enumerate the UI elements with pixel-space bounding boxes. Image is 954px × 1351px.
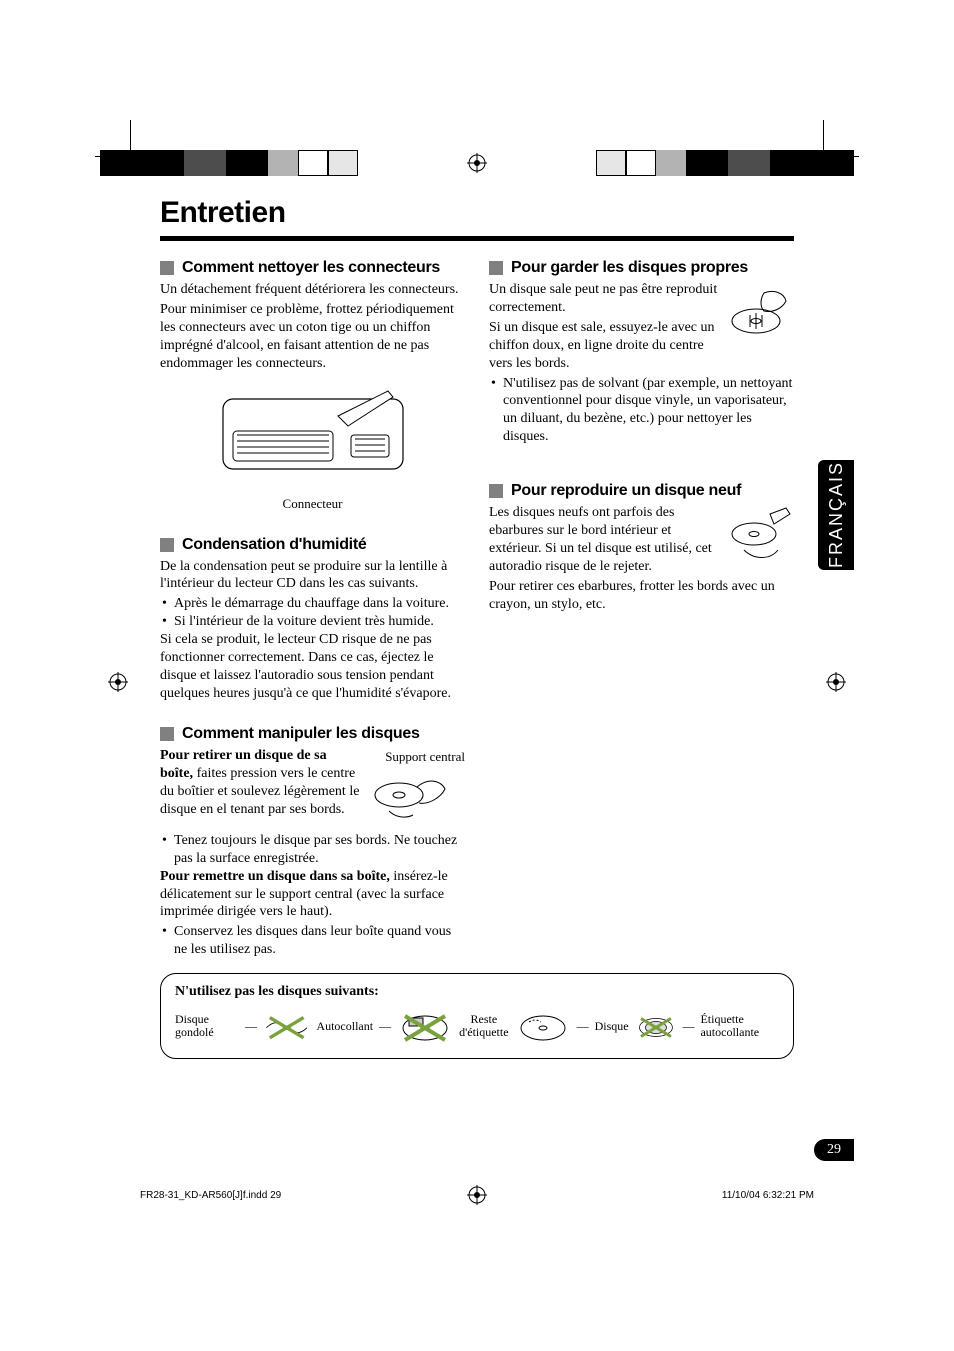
heading-new-disc: Pour reproduire un disque neuf — [511, 482, 741, 500]
wipe-disc-icon — [724, 283, 794, 343]
section-bullet-icon — [160, 261, 174, 275]
section-heading: Pour reproduire un disque neuf — [489, 482, 794, 500]
warn-item-sticker: Autocollant — — [316, 1008, 453, 1044]
list-item: Si l'intérieur de la voiture devient trè… — [160, 613, 465, 631]
warning-row: Disque gondolé — Autocollant — — [175, 1008, 779, 1044]
section-heading: Condensation d'humidité — [160, 536, 465, 554]
section-heading: Pour garder les disques propres — [489, 259, 794, 277]
printer-bar-left — [100, 150, 358, 176]
list-item: Après le démarrage du chauffage dans la … — [160, 595, 465, 613]
page-number-badge: 29 — [814, 1139, 854, 1161]
content-area: Entretien Comment nettoyer les connecteu… — [100, 196, 854, 1059]
figure-caption: Connecteur — [160, 496, 465, 512]
body-text: Pour remettre un disque dans sa boîte, i… — [160, 868, 465, 922]
body-text: Si cela se produit, le lecteur CD risque… — [160, 631, 465, 703]
connector-illustration-icon — [203, 381, 423, 491]
warped-disc-icon — [263, 1008, 310, 1044]
list-item: N'utilisez pas de solvant (par exemple, … — [489, 375, 794, 447]
registration-mark-icon — [467, 153, 487, 173]
wipe-disc-figure — [724, 283, 794, 348]
warn-label: Autocollant — [316, 1020, 373, 1033]
warn-label: Rested'étiquette — [459, 1013, 508, 1039]
warning-title: N'utilisez pas les disques suivants: — [175, 984, 779, 1000]
language-tab: FRANÇAIS — [818, 460, 854, 570]
registration-mark-icon — [108, 672, 128, 692]
body-text: Pour minimiser ce problème, frottez péri… — [160, 301, 465, 373]
sticker-disc-icon — [397, 1008, 453, 1044]
heading-keep-clean: Pour garder les disques propres — [511, 259, 748, 277]
section-bullet-icon — [489, 484, 503, 498]
figure-label: Support central — [369, 749, 465, 765]
page: Entretien Comment nettoyer les connecteu… — [0, 0, 954, 1351]
footer-filename: FR28-31_KD-AR560[J]f.indd 29 — [140, 1190, 281, 1201]
heading-handle-discs: Comment manipuler les disques — [182, 725, 420, 743]
center-holder-figure: Support central — [369, 749, 465, 828]
warn-label: Étiquette autocollante — [700, 1013, 779, 1039]
leader-line-icon: — — [245, 1019, 257, 1034]
leader-line-icon: — — [379, 1019, 391, 1034]
heading-condensation: Condensation d'humidité — [182, 536, 366, 554]
disc-handling-block: Support central Pour retirer un disque d… — [160, 747, 465, 959]
section-bullet-icon — [160, 538, 174, 552]
warn-item-residue: Rested'étiquette — Disque — [459, 1008, 628, 1044]
body-text: De la condensation peut se produire sur … — [160, 558, 465, 594]
bullet-list: N'utilisez pas de solvant (par exemple, … — [489, 375, 794, 447]
section-bullet-icon — [160, 727, 174, 741]
new-disc-figure — [724, 506, 794, 571]
printer-bar-right — [596, 150, 854, 176]
warn-label: Disque gondolé — [175, 1013, 239, 1039]
registration-mark-icon — [826, 672, 846, 692]
title-rule — [160, 236, 794, 241]
leader-line-icon: — — [577, 1019, 589, 1034]
body-text: Un détachement fréquent détériorera les … — [160, 281, 465, 299]
bullet-list: Après le démarrage du chauffage dans la … — [160, 595, 465, 631]
label-disc-icon — [635, 1008, 677, 1044]
bullet-list: Conservez les disques dans leur boîte qu… — [160, 923, 465, 959]
connector-figure: Connecteur — [160, 381, 465, 512]
section-bullet-icon — [489, 261, 503, 275]
page-number: 29 — [827, 1142, 841, 1158]
section-heading: Comment manipuler les disques — [160, 725, 465, 743]
warn-item-label: — Étiquette autocollante — [635, 1008, 779, 1044]
residue-disc-icon — [515, 1008, 571, 1044]
right-column: Pour garder les disques propres Un disqu… — [489, 255, 794, 959]
list-item: Tenez toujours le disque par ses bords. … — [160, 832, 465, 868]
list-item: Conservez les disques dans leur boîte qu… — [160, 923, 465, 959]
footer-timestamp: 11/10/04 6:32:21 PM — [722, 1190, 814, 1201]
warn-label: Disque — [595, 1020, 629, 1033]
body-text: Pour retirer ces ebarbures, frotter les … — [489, 578, 794, 614]
section-heading: Comment nettoyer les connecteurs — [160, 259, 465, 277]
disc-case-hand-icon — [369, 767, 449, 823]
page-title: Entretien — [160, 196, 794, 230]
leader-line-icon: — — [682, 1019, 694, 1034]
left-column: Comment nettoyer les connecteurs Un déta… — [160, 255, 465, 959]
warning-box: N'utilisez pas les disques suivants: Dis… — [160, 973, 794, 1059]
bullet-list: Tenez toujours le disque par ses bords. … — [160, 832, 465, 868]
warn-item-warped: Disque gondolé — — [175, 1008, 310, 1044]
registration-mark-icon — [467, 1185, 487, 1205]
heading-clean-connectors: Comment nettoyer les connecteurs — [182, 259, 440, 277]
language-label: FRANÇAIS — [826, 461, 847, 568]
pencil-disc-icon — [724, 506, 794, 566]
